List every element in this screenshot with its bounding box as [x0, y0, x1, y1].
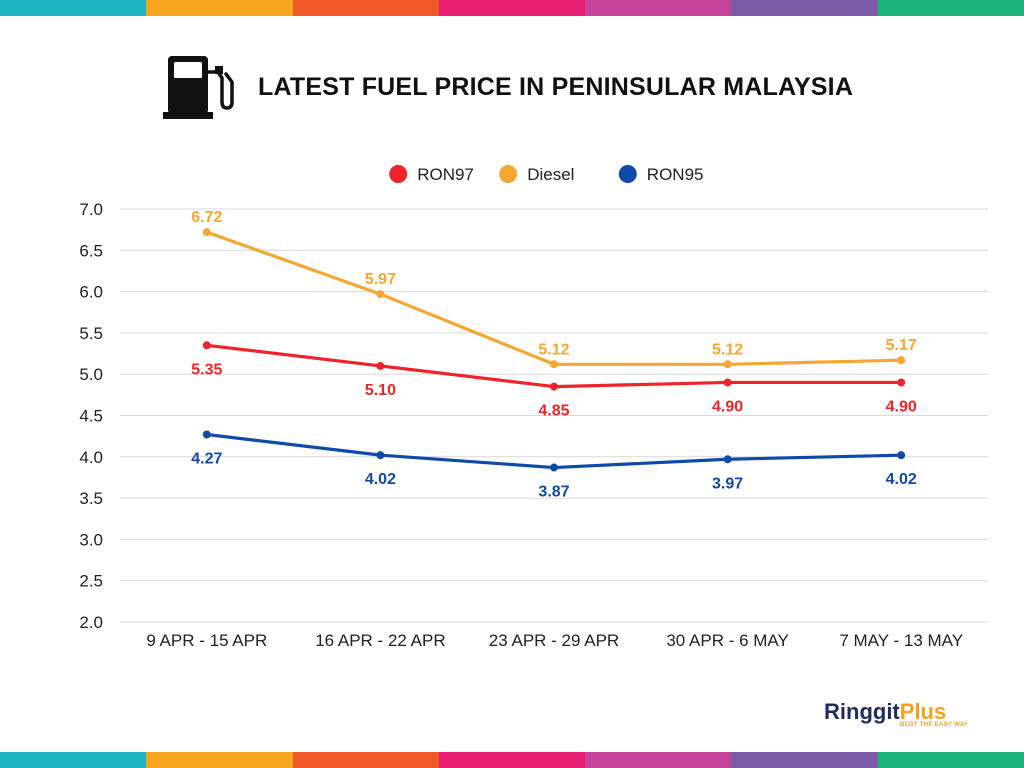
series-points [202, 228, 906, 472]
data-label: 5.97 [365, 271, 396, 288]
data-point [897, 356, 906, 365]
data-label: 4.85 [538, 403, 569, 420]
data-point [376, 361, 385, 370]
stripe-segment [292, 0, 439, 16]
logo-name-plus: Plus [899, 699, 947, 724]
stripe-segment [585, 752, 732, 768]
legend-label: Diesel [527, 165, 574, 184]
series-line-ron95 [206, 432, 902, 470]
y-tick-label: 5.0 [79, 365, 103, 384]
x-tick-label: 23 APR - 29 APR [489, 631, 619, 650]
stripe-segment [146, 752, 293, 768]
data-point [202, 341, 211, 350]
x-tick-label: 7 MAY - 13 MAY [839, 631, 963, 650]
data-point [897, 451, 906, 460]
stripe-segment [0, 752, 147, 768]
stripe-segment [0, 0, 147, 16]
stripe-segment [438, 0, 586, 16]
legend-label: RON97 [417, 165, 474, 184]
data-label: 3.97 [712, 475, 743, 492]
data-label: 5.10 [365, 382, 396, 399]
data-label: 5.12 [712, 341, 743, 358]
y-tick-label: 4.5 [79, 407, 103, 426]
y-tick-label: 5.5 [79, 324, 103, 343]
top-color-stripe [0, 0, 1024, 16]
data-label: 3.87 [538, 484, 569, 501]
x-axis-ticks: 9 APR - 15 APR 16 APR - 22 APR 23 APR - 29… [146, 631, 963, 650]
y-tick-label: 3.5 [79, 489, 103, 508]
data-point [723, 455, 732, 464]
x-tick-label: 16 APR - 22 APR [315, 631, 445, 650]
data-point [202, 228, 211, 237]
x-tick-label: 9 APR - 15 APR [146, 631, 267, 650]
data-point [202, 430, 211, 439]
data-point [723, 360, 732, 369]
y-tick-label: 6.0 [79, 283, 103, 302]
stripe-segment [438, 752, 586, 768]
data-label: 4.90 [886, 398, 917, 415]
stripe-segment [146, 0, 293, 16]
stripe-segment [877, 752, 1024, 768]
y-tick-label: 6.5 [79, 241, 103, 260]
y-tick-label: 7.0 [79, 200, 103, 219]
bottom-color-stripe [0, 752, 1024, 768]
data-point [723, 378, 732, 387]
data-point [550, 463, 558, 472]
y-tick-label: 2.0 [79, 613, 103, 632]
chart-title: LATEST FUEL PRICE IN PENINSULAR MALAYSIA [258, 72, 854, 101]
chart-legend: RON97 Diesel RON95 [389, 165, 703, 184]
stripe-segment [292, 752, 439, 768]
legend-marker [499, 165, 518, 183]
data-label: 5.35 [191, 361, 222, 378]
data-label: 6.72 [191, 209, 222, 226]
logo-tagline: BUDT THE EASY WAY [900, 722, 969, 728]
data-label: 4.02 [886, 471, 917, 488]
fuel-pump-icon [163, 56, 234, 119]
data-point [897, 378, 906, 387]
y-tick-label: 2.5 [79, 572, 103, 591]
data-labels: 5.35 5.10 4.85 4.90 4.90 6.72 5.97 5.12 5.12 5.17… [191, 209, 917, 500]
data-point [550, 382, 558, 391]
y-tick-label: 3.0 [79, 530, 103, 549]
data-label: 4.27 [191, 450, 222, 467]
ringgitplus-logo: RinggitPlus BUDT THE EASY WAY [824, 699, 968, 734]
data-label: 4.02 [365, 471, 396, 488]
stripe-segment [731, 0, 878, 16]
stripe-segment [877, 0, 1024, 16]
data-point [550, 360, 558, 369]
logo-name-ringgit: Ringgit [824, 699, 900, 724]
legend-label: RON95 [647, 165, 704, 184]
data-point [376, 451, 385, 460]
chart-header: LATEST FUEL PRICE IN PENINSULAR MALAYSIA [160, 52, 853, 122]
y-axis-ticks: 2.0 2.5 3.0 3.5 4.0 4.5 5.0 5.5 6.0 6.5 7.0 [79, 200, 103, 632]
legend-marker [618, 165, 637, 183]
data-label: 5.17 [886, 337, 917, 354]
stripe-segment [731, 752, 878, 768]
stripe-segment [585, 0, 732, 16]
data-point [376, 290, 385, 299]
y-tick-label: 4.0 [79, 448, 103, 467]
x-tick-label: 30 APR - 6 MAY [666, 631, 789, 650]
data-label: 5.12 [538, 341, 569, 358]
legend-marker [389, 165, 408, 183]
data-label: 4.90 [712, 398, 743, 415]
